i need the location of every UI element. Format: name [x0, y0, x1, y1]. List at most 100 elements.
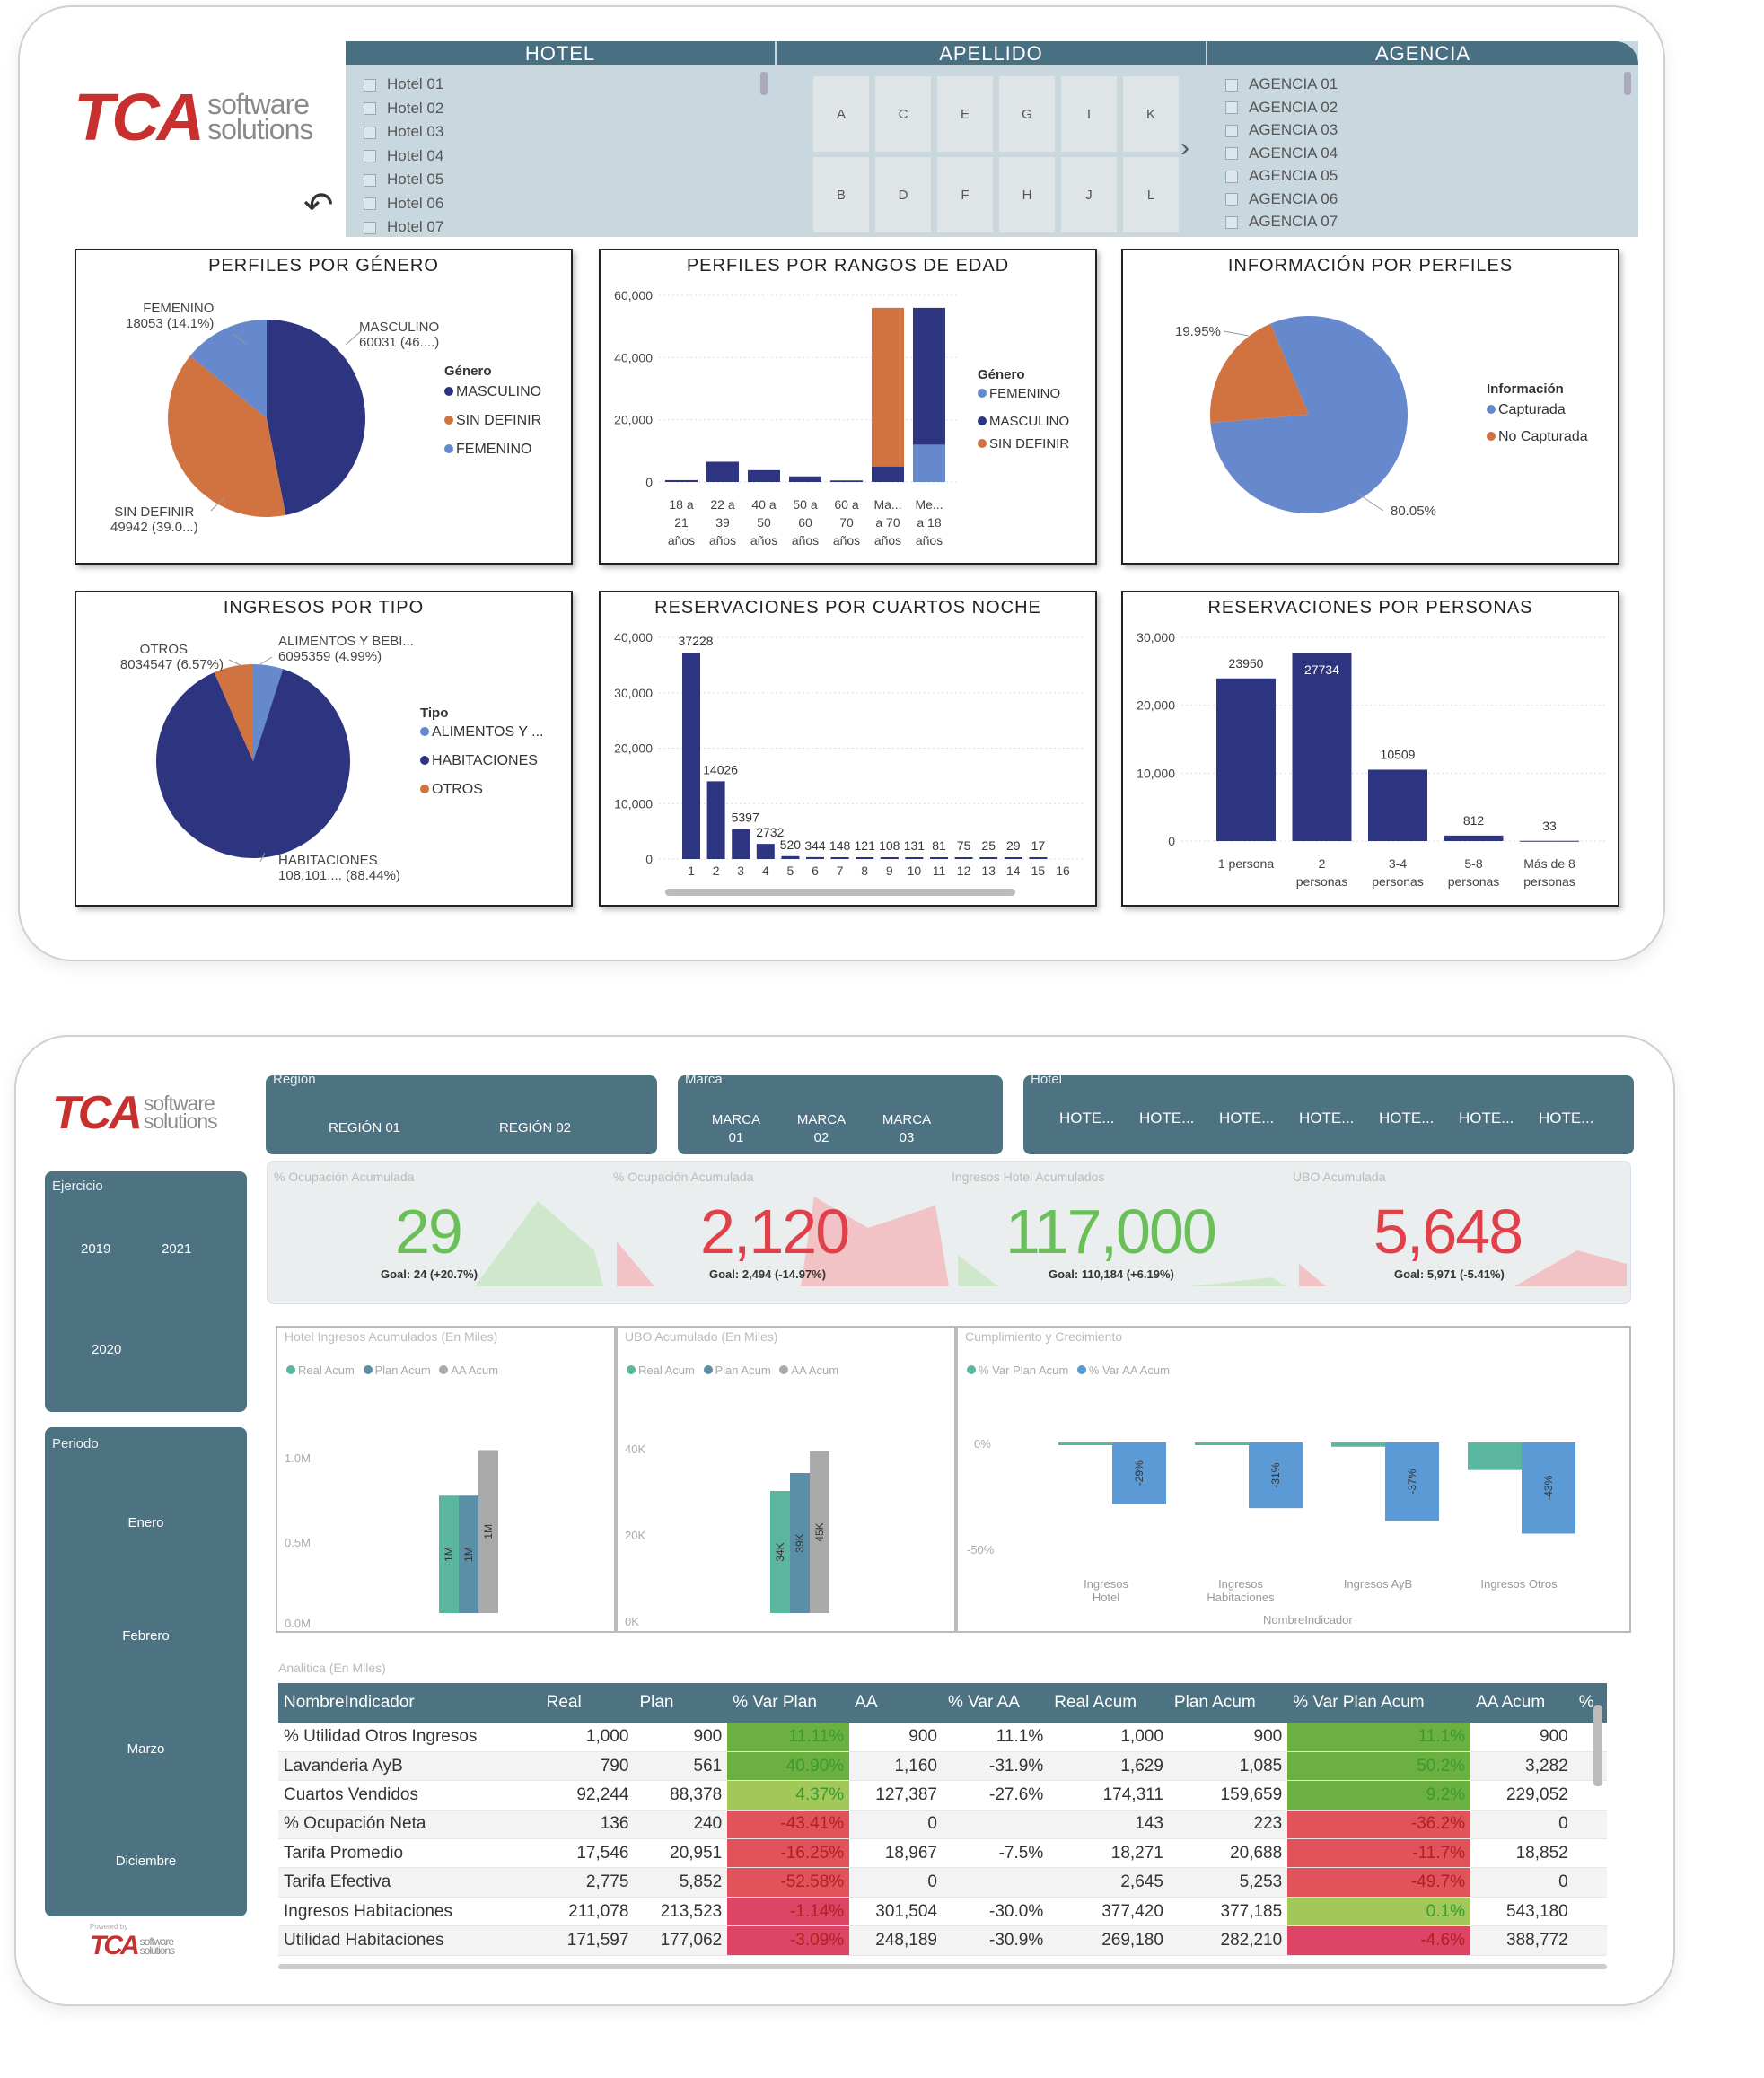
marca-option[interactable]: MARCA 03: [882, 1112, 932, 1145]
month-option[interactable]: Diciembre: [115, 1854, 177, 1869]
column-header[interactable]: % Var AA: [942, 1683, 1049, 1723]
region-option[interactable]: REGIÓN 01: [328, 1120, 401, 1135]
pane2-legend: Real Acum Plan Acum AA Acum: [627, 1363, 838, 1377]
table-cell: 377,185: [1168, 1897, 1288, 1927]
x-tick: Ma...: [873, 497, 901, 512]
marca-option[interactable]: MARCA 02: [796, 1112, 847, 1145]
hotel-checkbox[interactable]: Hotel 01: [364, 75, 443, 93]
column-header[interactable]: % Var Plan Acum: [1287, 1683, 1471, 1723]
letter-button[interactable]: A: [812, 75, 870, 153]
letter-button[interactable]: H: [998, 156, 1056, 233]
hotel-option[interactable]: HOTE...: [1219, 1109, 1275, 1127]
letter-button[interactable]: I: [1060, 75, 1118, 153]
pane1-bar-chart[interactable]: 1M 1M 1M: [277, 1328, 618, 1635]
horizontal-scrollbar[interactable]: [665, 889, 1015, 896]
column-header[interactable]: %: [1573, 1683, 1607, 1723]
letter-button[interactable]: L: [1122, 156, 1180, 233]
y-tick: 30,000: [614, 686, 653, 700]
hotel-option[interactable]: HOTE...: [1459, 1109, 1514, 1127]
hotel-option[interactable]: HOTE...: [1379, 1109, 1435, 1127]
cuartos-bar-chart[interactable]: 40,000 30,000 20,000 10,000 0 1 37228 2 14026 3 53…: [601, 592, 1099, 908]
table-row[interactable]: % Ocupación Neta 136 240 -43.41% 0 143 223 -36.…: [278, 1810, 1607, 1840]
x-tick: 16: [1056, 864, 1070, 878]
letter-button[interactable]: E: [936, 75, 994, 153]
agencia-scrollbar[interactable]: [1624, 72, 1631, 95]
genero-pie-chart[interactable]: [76, 250, 575, 566]
year-option[interactable]: 2019: [81, 1241, 111, 1257]
agencia-checkbox[interactable]: AGENCIA 03: [1225, 121, 1338, 139]
pane3-bar-chart[interactable]: -29% -31% -37% -43%: [958, 1328, 1633, 1635]
hotel-checkbox[interactable]: Hotel 02: [364, 100, 443, 118]
table-cell: Tarifa Promedio: [278, 1838, 541, 1869]
letter-button[interactable]: G: [998, 75, 1056, 153]
table-row[interactable]: Cuartos Vendidos 92,244 88,378 4.37% 127,387…: [278, 1780, 1607, 1811]
table-row[interactable]: % Utilidad Otros Ingresos 1,000 900 11.11% 9…: [278, 1723, 1607, 1752]
data-label: 33: [1542, 819, 1557, 833]
table-horizontal-scrollbar[interactable]: [278, 1964, 1607, 1969]
table-vertical-scrollbar[interactable]: [1593, 1705, 1602, 1786]
chevron-right-icon[interactable]: ›: [1180, 133, 1189, 162]
x-tick: 11: [933, 864, 946, 878]
letter-button[interactable]: C: [874, 75, 932, 153]
personas-bar-chart[interactable]: 30,000 20,000 10,000 0 23950 1 persona 27734 2 p…: [1123, 592, 1621, 908]
pane2-bar-chart[interactable]: 34K 39K 45K: [618, 1328, 958, 1635]
table-row[interactable]: Ingresos Habitaciones 211,078 213,523 -1.14…: [278, 1897, 1607, 1927]
agencia-checkbox[interactable]: AGENCIA 06: [1225, 190, 1338, 208]
x-tick: 1 persona: [1218, 856, 1274, 871]
marca-option[interactable]: MARCA 01: [711, 1112, 761, 1145]
letter-button[interactable]: F: [936, 156, 994, 233]
ingresos-pie-chart[interactable]: [76, 592, 575, 908]
table-row[interactable]: Lavanderia AyB 790 561 40.90% 1,160 -31.9% 1,6…: [278, 1751, 1607, 1782]
hotel-option[interactable]: HOTE...: [1539, 1109, 1594, 1127]
column-header[interactable]: Real: [540, 1683, 635, 1723]
data-label: 81: [932, 838, 946, 853]
edad-bar-chart[interactable]: 60,000 40,000 20,000 0 18 a 21 años 22 a 39 años 4…: [601, 250, 1099, 566]
letter-button[interactable]: D: [874, 156, 932, 233]
column-header[interactable]: NombreIndicador: [278, 1683, 541, 1723]
data-label: 17: [1031, 838, 1046, 853]
table-cell: 0: [849, 1810, 943, 1840]
agencia-checkbox[interactable]: AGENCIA 07: [1225, 213, 1338, 231]
month-option[interactable]: Febrero: [122, 1628, 170, 1644]
column-header[interactable]: Plan Acum: [1168, 1683, 1288, 1723]
column-header[interactable]: Real Acum: [1049, 1683, 1169, 1723]
column-header[interactable]: % Var Plan: [727, 1683, 850, 1723]
table-cell: 3,282: [1470, 1751, 1574, 1782]
month-option[interactable]: Enero: [127, 1515, 164, 1530]
table-cell: -11.7%: [1287, 1838, 1471, 1869]
kpi-value: 117,000: [1005, 1197, 1217, 1267]
hotel-checkbox[interactable]: Hotel 03: [364, 123, 443, 141]
region-option[interactable]: REGIÓN 02: [498, 1120, 572, 1135]
hotel-option[interactable]: HOTE...: [1059, 1109, 1115, 1127]
agencia-checkbox[interactable]: AGENCIA 01: [1225, 75, 1338, 93]
hotel-checkbox[interactable]: Hotel 05: [364, 171, 443, 189]
hotel-option[interactable]: HOTE...: [1299, 1109, 1355, 1127]
hotel-checkbox[interactable]: Hotel 07: [364, 218, 443, 236]
year-option[interactable]: 2020: [92, 1342, 122, 1357]
hotel-scrollbar[interactable]: [760, 72, 768, 95]
hotel-option[interactable]: HOTE...: [1139, 1109, 1195, 1127]
month-option[interactable]: Marzo: [127, 1741, 165, 1757]
table-cell: 177,062: [634, 1925, 728, 1956]
letter-button[interactable]: J: [1060, 156, 1118, 233]
table-cell: 127,387: [849, 1780, 943, 1811]
undo-icon[interactable]: ↶: [303, 186, 334, 225]
table-row[interactable]: Tarifa Promedio 17,546 20,951 -16.25% 18,967…: [278, 1838, 1607, 1869]
agencia-checkbox[interactable]: AGENCIA 02: [1225, 99, 1338, 117]
pie-label-no-capturada: 19.95%: [1175, 324, 1221, 339]
agencia-checkbox[interactable]: AGENCIA 04: [1225, 145, 1338, 162]
column-header[interactable]: Plan: [634, 1683, 728, 1723]
table-row[interactable]: Utilidad Habitaciones 171,597 177,062 -3.09…: [278, 1925, 1607, 1956]
agencia-checkbox[interactable]: AGENCIA 05: [1225, 167, 1338, 185]
hotel-checkbox[interactable]: Hotel 04: [364, 147, 443, 165]
letter-button[interactable]: B: [812, 156, 870, 233]
table-row[interactable]: Tarifa Efectiva 2,775 5,852 -52.58% 0 2,645 5,…: [278, 1867, 1607, 1898]
powered-by-logo: Powered by TCA software solutions: [90, 1923, 175, 1960]
column-header[interactable]: AA Acum: [1470, 1683, 1574, 1723]
year-option[interactable]: 2021: [162, 1241, 192, 1257]
column-header[interactable]: AA: [849, 1683, 943, 1723]
table-cell: Ingresos Habitaciones: [278, 1897, 541, 1927]
info-pie-chart[interactable]: [1123, 250, 1621, 566]
hotel-checkbox[interactable]: Hotel 06: [364, 195, 443, 213]
letter-button[interactable]: K: [1122, 75, 1180, 153]
